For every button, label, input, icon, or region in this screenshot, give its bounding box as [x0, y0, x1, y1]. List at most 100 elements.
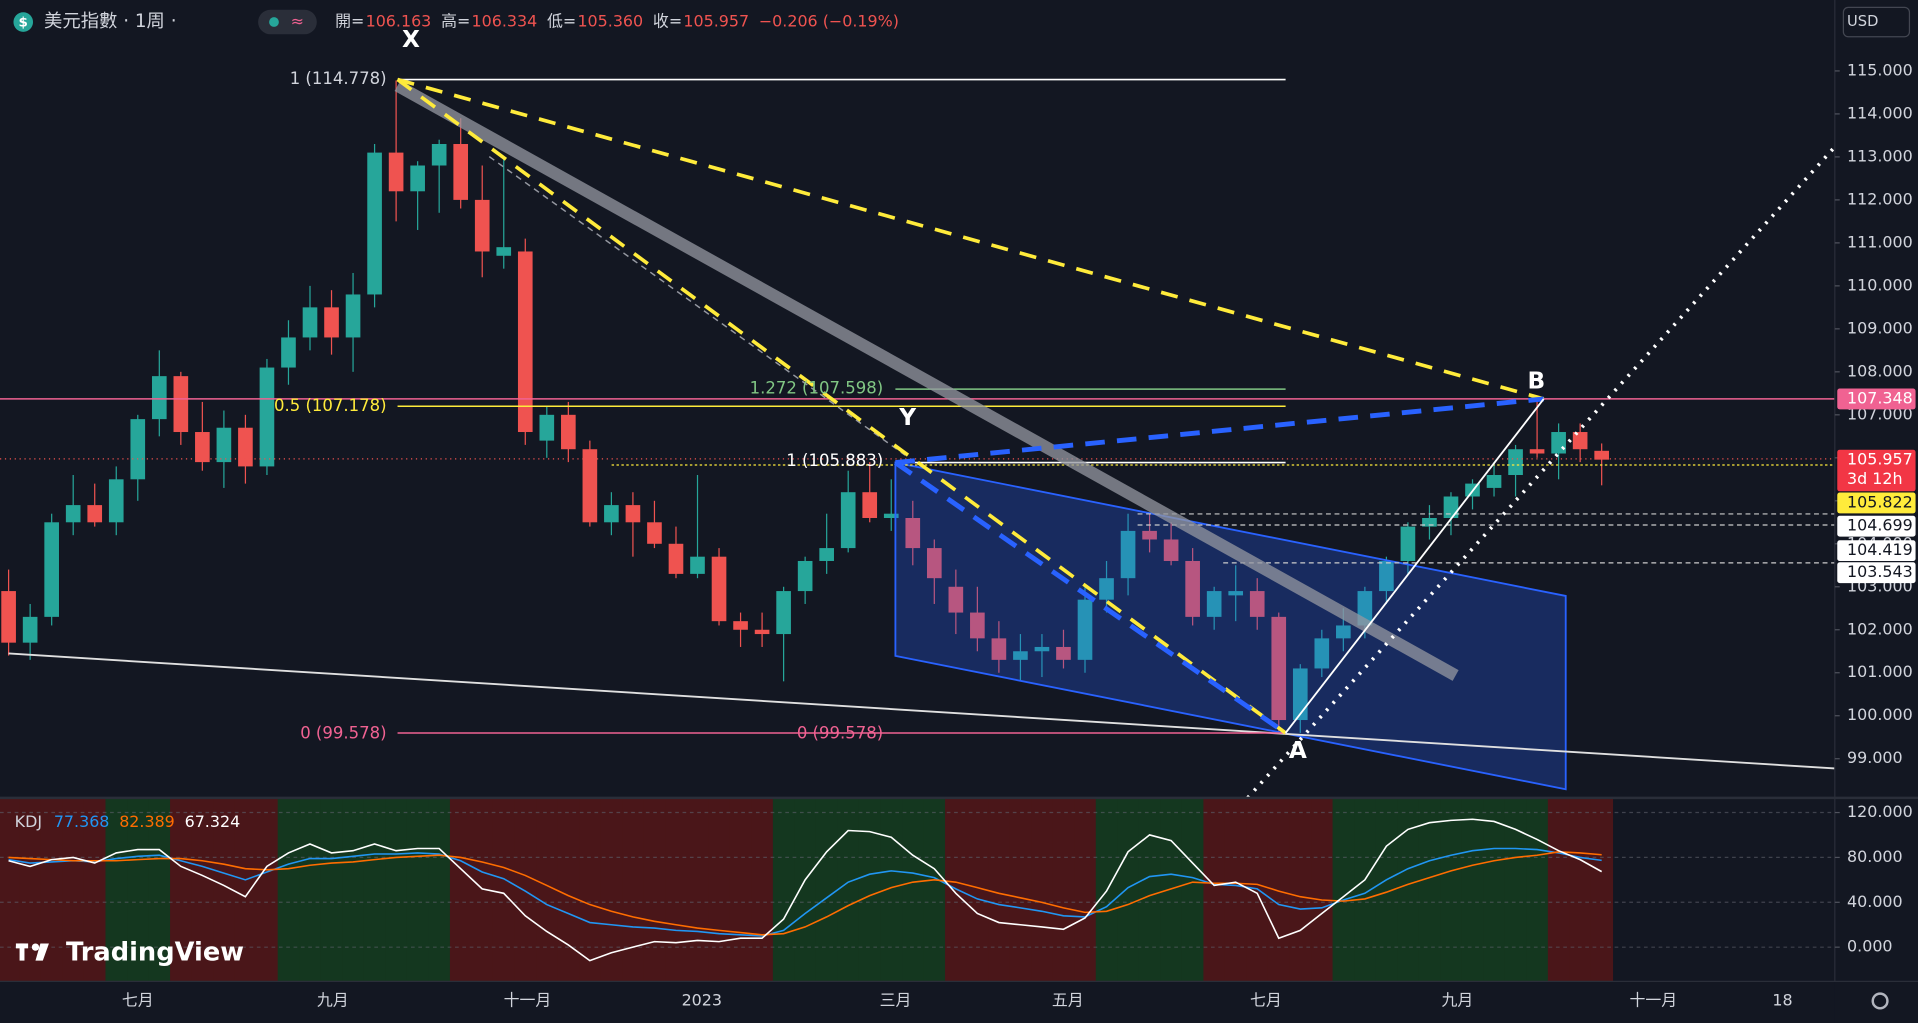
signal-band	[1526, 797, 1549, 982]
signal-band	[665, 797, 688, 982]
signal-band	[815, 797, 839, 982]
y-tick-label: 102.000	[1847, 619, 1913, 638]
candle-body	[65, 505, 81, 523]
signal-band	[1138, 797, 1161, 982]
candle-body	[970, 612, 985, 639]
candle-body	[388, 152, 404, 192]
candle-body	[474, 199, 490, 252]
price-badge	[1837, 562, 1916, 584]
price-badge	[1837, 388, 1916, 410]
candle-body	[87, 505, 103, 523]
fib-label: 0 (99.578)	[797, 724, 883, 743]
signal-band	[406, 797, 430, 982]
signal-band	[105, 797, 128, 982]
candle-body	[1486, 475, 1502, 488]
signal-band	[1031, 797, 1054, 982]
ohlc-label: 低=	[547, 12, 576, 31]
candle-body	[1142, 530, 1157, 540]
point-label: X	[402, 26, 420, 53]
status-pill[interactable]	[258, 9, 317, 35]
candle-body	[582, 449, 598, 523]
signal-band	[299, 797, 322, 982]
ohlc-label: 高=	[441, 12, 470, 31]
candle-body	[1206, 591, 1222, 617]
signal-band	[1203, 797, 1226, 982]
point-label: A	[1289, 737, 1307, 764]
signal-band	[1052, 797, 1075, 982]
candle-body	[1, 591, 16, 643]
indicator-value: 77.368	[54, 812, 110, 831]
y-tick-label: 40.000	[1847, 892, 1903, 911]
candle-body	[1163, 539, 1179, 561]
point-label: B	[1527, 367, 1545, 394]
candle-body	[991, 638, 1007, 660]
candle-body	[173, 376, 189, 433]
yb-line	[895, 396, 1544, 465]
price-badge	[1837, 449, 1916, 492]
price-badge-label: 104.419	[1847, 540, 1913, 559]
status-glyph: ≈	[291, 12, 304, 31]
y-tick-label: 110.000	[1847, 275, 1913, 294]
ohlc-label: 開=	[335, 12, 364, 31]
signal-band	[686, 797, 709, 982]
ab-line	[1284, 398, 1545, 734]
candle-body	[195, 432, 210, 463]
signal-band	[363, 797, 386, 982]
signal-band	[428, 797, 451, 982]
y-tick-label: 115.000	[1847, 60, 1913, 79]
candle-body	[948, 586, 964, 613]
candle-body	[302, 307, 318, 338]
signal-band	[1418, 797, 1441, 982]
ohlc-value: 106.334	[472, 12, 538, 31]
y-tick-label: 109.000	[1847, 318, 1913, 337]
candle-body	[1013, 651, 1028, 660]
signal-band	[213, 797, 236, 982]
logo	[15, 943, 49, 961]
candle-body	[517, 251, 533, 433]
candle-body	[539, 414, 555, 441]
y-tick-label: 111.000	[1847, 232, 1913, 251]
candle-body	[690, 556, 705, 574]
signal-band	[1181, 797, 1205, 982]
signal-band	[191, 797, 214, 982]
signal-band	[1267, 797, 1291, 982]
x-tick-label: 九月	[317, 990, 349, 1009]
x-tick-label: 2023	[682, 990, 722, 1009]
candle-body	[797, 560, 813, 592]
candle-body	[410, 165, 425, 192]
candle-body	[711, 556, 727, 622]
candle-body	[1336, 625, 1351, 639]
signal-band	[0, 797, 20, 982]
candle-body	[1594, 450, 1609, 460]
candle-body	[367, 152, 382, 295]
x-tick-label: 十一月	[1630, 990, 1678, 1009]
x-tick-label: 七月	[122, 990, 154, 1009]
signal-band	[1311, 797, 1334, 982]
candle-body	[216, 427, 232, 463]
dashed-line	[488, 156, 906, 456]
candle-body	[1120, 530, 1136, 579]
signal-band	[83, 797, 107, 982]
signal-band	[1547, 797, 1570, 982]
signal-band	[837, 797, 860, 982]
candle-body	[1185, 560, 1200, 617]
signal-band	[1289, 797, 1312, 982]
signal-band	[277, 797, 300, 982]
price-badge	[1837, 515, 1916, 537]
settings-icon[interactable]	[1871, 992, 1889, 1010]
signal-band	[19, 797, 42, 982]
candle-body	[108, 479, 124, 523]
signal-band	[923, 797, 946, 982]
signal-band	[385, 797, 408, 982]
candle-body	[668, 543, 684, 574]
candle-body	[1443, 496, 1459, 518]
xb-line	[397, 77, 1545, 401]
trend-line	[8, 652, 1835, 770]
candle-body	[496, 247, 512, 256]
signal-band	[751, 797, 774, 982]
channel	[894, 461, 1567, 791]
currency-button[interactable]	[1842, 6, 1911, 38]
signal-band	[514, 797, 537, 982]
ohlc-value: 106.163	[366, 12, 432, 31]
